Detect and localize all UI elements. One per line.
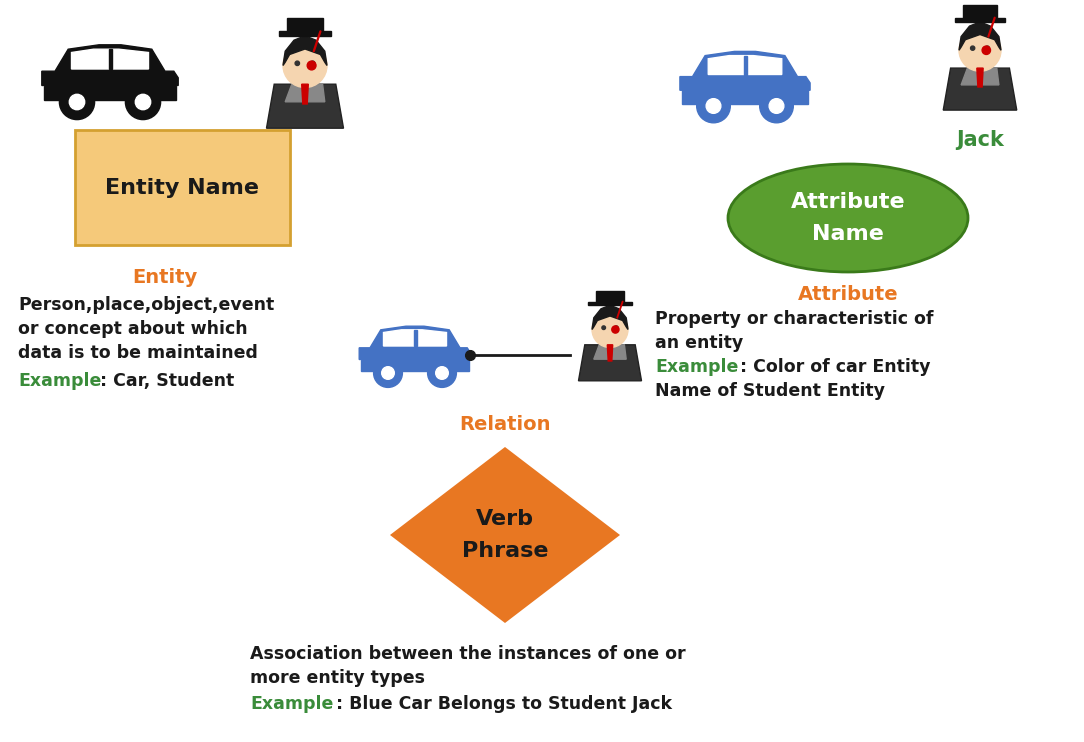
Circle shape bbox=[60, 85, 94, 119]
Polygon shape bbox=[384, 329, 447, 346]
Circle shape bbox=[970, 46, 975, 50]
Polygon shape bbox=[595, 291, 624, 301]
Circle shape bbox=[427, 358, 456, 387]
Circle shape bbox=[307, 61, 317, 70]
Polygon shape bbox=[943, 68, 1017, 110]
Text: Example: Example bbox=[18, 372, 102, 390]
Text: or concept about which: or concept about which bbox=[18, 320, 247, 338]
Text: Person,place,object,event: Person,place,object,event bbox=[18, 296, 274, 314]
Polygon shape bbox=[72, 49, 149, 69]
Polygon shape bbox=[981, 68, 998, 85]
Polygon shape bbox=[108, 49, 113, 69]
Circle shape bbox=[615, 326, 618, 329]
Text: Association between the instances of one or: Association between the instances of one… bbox=[250, 645, 685, 663]
Circle shape bbox=[959, 29, 1001, 71]
Polygon shape bbox=[42, 45, 178, 85]
Circle shape bbox=[706, 99, 721, 114]
Text: Example: Example bbox=[655, 358, 738, 376]
Polygon shape bbox=[744, 56, 747, 74]
Circle shape bbox=[126, 85, 160, 119]
Polygon shape bbox=[594, 345, 609, 359]
Text: Relation: Relation bbox=[460, 415, 551, 434]
Text: an entity: an entity bbox=[655, 334, 744, 352]
Polygon shape bbox=[285, 84, 304, 102]
Text: Example: Example bbox=[250, 695, 334, 713]
Polygon shape bbox=[44, 85, 176, 100]
Circle shape bbox=[985, 46, 990, 50]
Text: data is to be maintained: data is to be maintained bbox=[18, 344, 258, 362]
Text: : Blue Car Belongs to Student Jack: : Blue Car Belongs to Student Jack bbox=[336, 695, 672, 713]
Polygon shape bbox=[579, 345, 642, 381]
Circle shape bbox=[283, 44, 327, 88]
Polygon shape bbox=[359, 326, 470, 360]
Polygon shape bbox=[390, 447, 620, 623]
Polygon shape bbox=[964, 5, 997, 18]
Polygon shape bbox=[708, 56, 782, 74]
Polygon shape bbox=[283, 36, 327, 65]
Ellipse shape bbox=[728, 164, 968, 272]
Text: Jack: Jack bbox=[956, 130, 1004, 150]
Polygon shape bbox=[592, 305, 628, 329]
Polygon shape bbox=[267, 84, 344, 128]
Circle shape bbox=[602, 326, 606, 329]
Text: Property or characteristic of: Property or characteristic of bbox=[655, 310, 933, 328]
Polygon shape bbox=[301, 84, 308, 104]
Text: more entity types: more entity types bbox=[250, 669, 425, 687]
Circle shape bbox=[982, 46, 991, 54]
Polygon shape bbox=[680, 51, 810, 91]
Circle shape bbox=[374, 358, 402, 387]
Text: Verb
Phrase: Verb Phrase bbox=[462, 508, 549, 562]
Polygon shape bbox=[977, 68, 983, 87]
Polygon shape bbox=[414, 329, 417, 346]
Circle shape bbox=[310, 61, 314, 65]
Circle shape bbox=[136, 94, 151, 110]
Text: Attribute
Name: Attribute Name bbox=[790, 191, 905, 244]
Text: Attribute: Attribute bbox=[798, 285, 899, 304]
Circle shape bbox=[770, 99, 784, 114]
Polygon shape bbox=[306, 84, 325, 102]
Polygon shape bbox=[279, 31, 332, 36]
Circle shape bbox=[760, 89, 793, 122]
Circle shape bbox=[592, 312, 628, 347]
Text: : Car, Student: : Car, Student bbox=[100, 372, 234, 390]
Text: Name of Student Entity: Name of Student Entity bbox=[655, 382, 885, 400]
Polygon shape bbox=[361, 360, 469, 371]
Circle shape bbox=[697, 89, 731, 122]
Polygon shape bbox=[607, 345, 612, 361]
Circle shape bbox=[382, 367, 395, 379]
Polygon shape bbox=[955, 18, 1005, 22]
Text: : Color of car Entity: : Color of car Entity bbox=[740, 358, 930, 376]
Text: Entity Name: Entity Name bbox=[105, 178, 259, 198]
Polygon shape bbox=[682, 91, 808, 104]
FancyBboxPatch shape bbox=[75, 130, 291, 245]
Circle shape bbox=[605, 336, 616, 347]
Circle shape bbox=[611, 326, 619, 333]
Circle shape bbox=[69, 94, 85, 110]
Polygon shape bbox=[959, 22, 1001, 50]
Circle shape bbox=[436, 367, 449, 379]
Text: Entity: Entity bbox=[132, 268, 197, 287]
Polygon shape bbox=[589, 301, 632, 305]
Circle shape bbox=[298, 73, 311, 86]
Polygon shape bbox=[611, 345, 627, 359]
Polygon shape bbox=[962, 68, 979, 85]
Circle shape bbox=[973, 58, 986, 70]
Polygon shape bbox=[287, 19, 323, 31]
Circle shape bbox=[295, 61, 299, 65]
